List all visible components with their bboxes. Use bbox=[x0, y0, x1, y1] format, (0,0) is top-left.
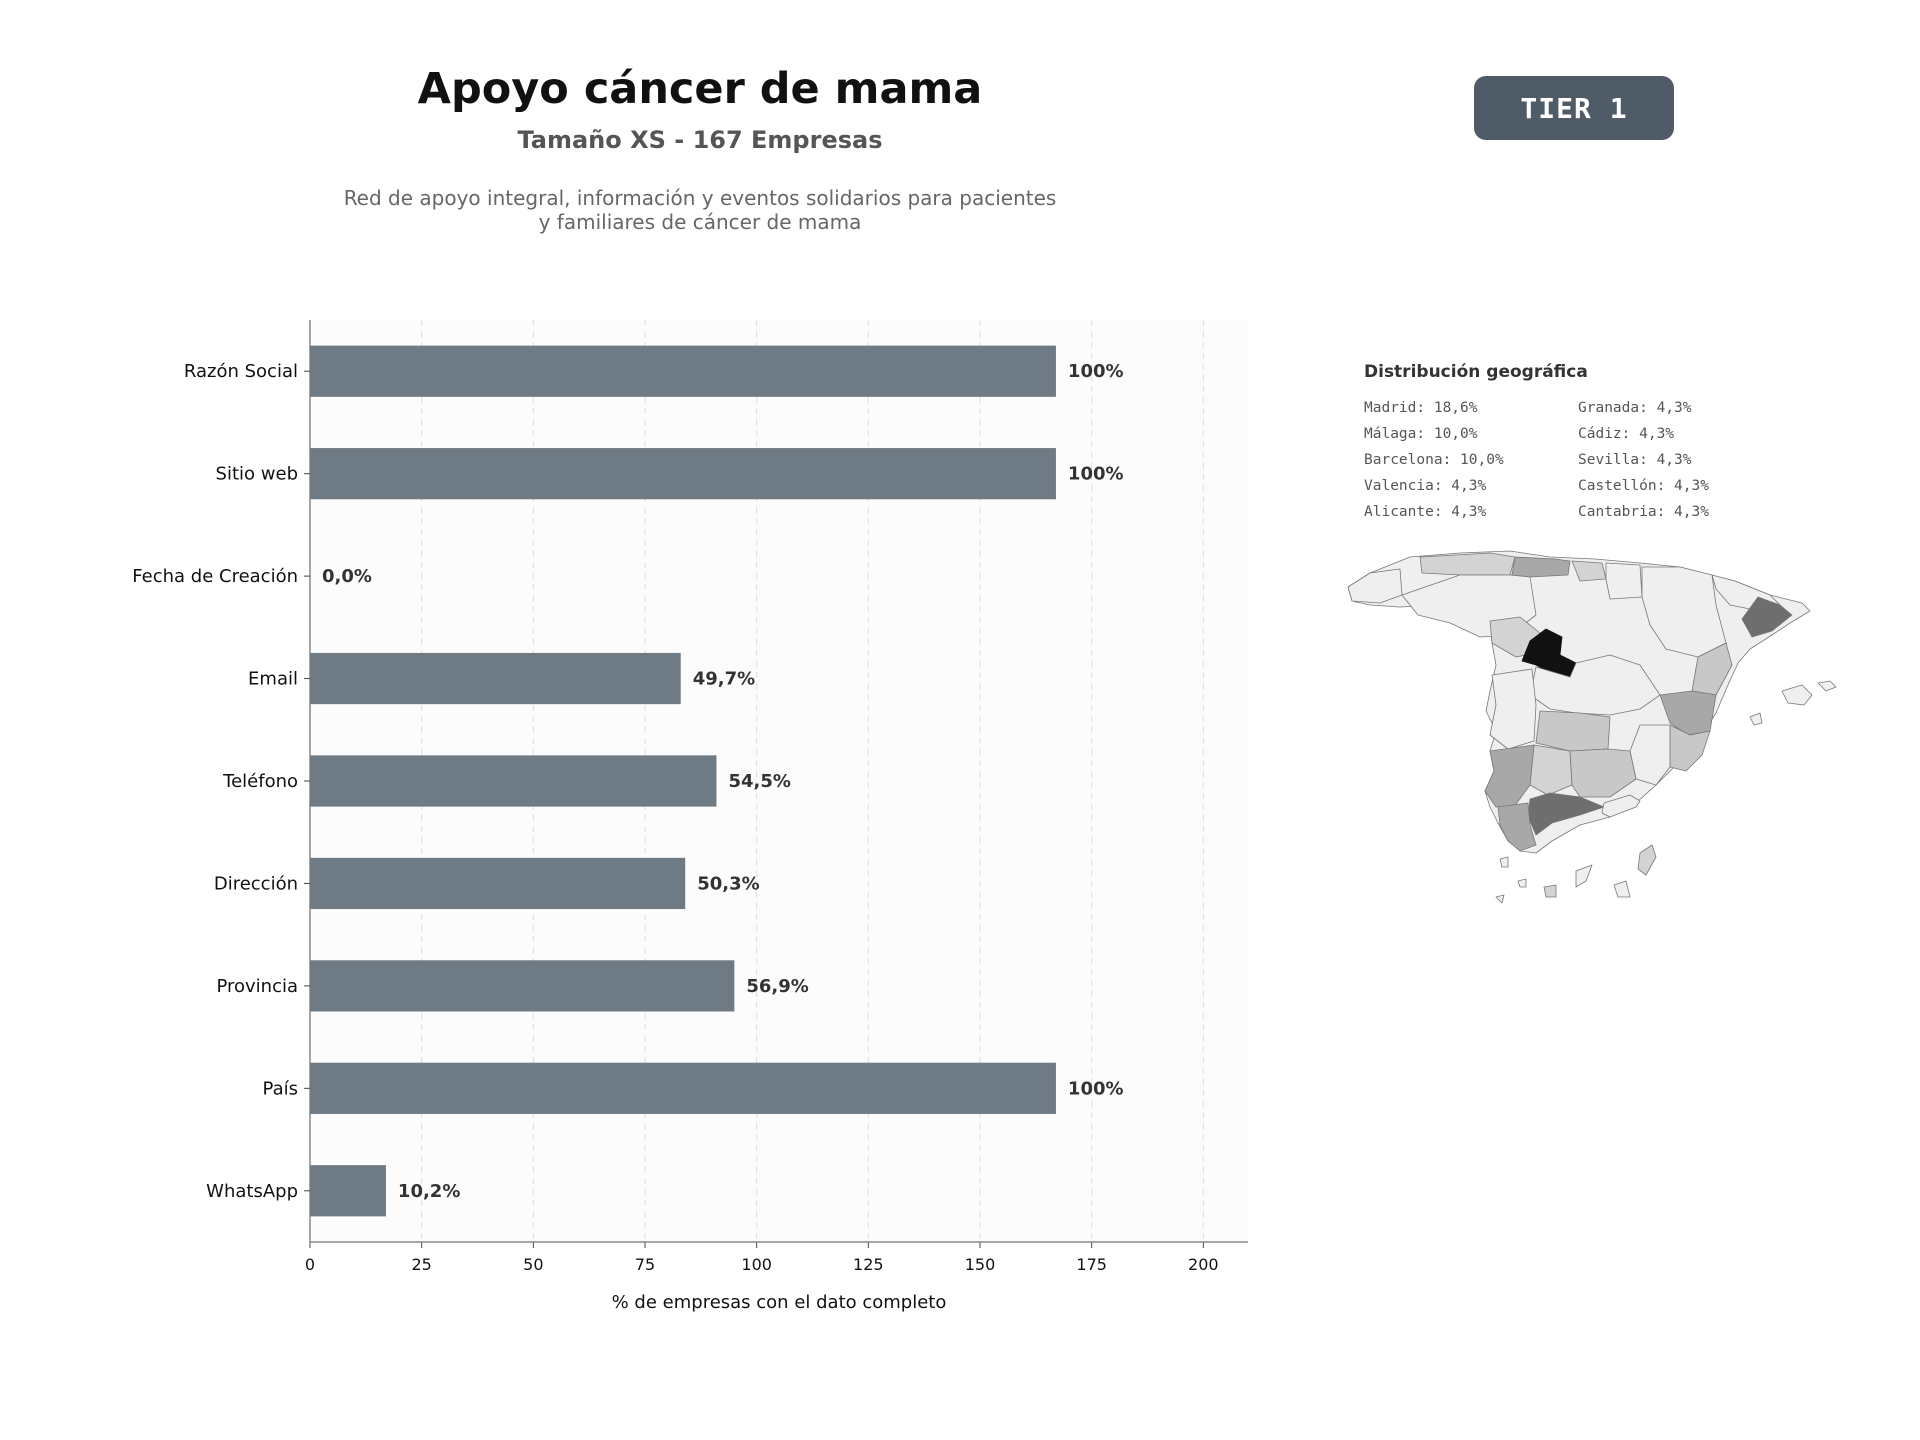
map-island bbox=[1575, 864, 1593, 888]
map-region bbox=[1347, 568, 1403, 604]
map-region bbox=[1419, 552, 1516, 576]
geo-item: Barcelona: 10,0% bbox=[1364, 452, 1504, 468]
y-tick-label: Dirección bbox=[214, 873, 298, 894]
map-region bbox=[1497, 802, 1537, 852]
geo-item: Castellón: 4,3% bbox=[1578, 478, 1709, 494]
x-tick-label: 125 bbox=[853, 1255, 884, 1274]
y-tick-label: Provincia bbox=[216, 976, 298, 997]
x-tick-label: 175 bbox=[1076, 1255, 1107, 1274]
map-region bbox=[1569, 748, 1637, 798]
description-line-2: y familiares de cáncer de mama bbox=[538, 210, 862, 234]
page-description: Red de apoyo integral, información y eve… bbox=[320, 186, 1080, 234]
y-tick-label: Teléfono bbox=[222, 771, 298, 792]
bar bbox=[310, 857, 686, 910]
bar bbox=[310, 1165, 386, 1217]
geo-distribution-title: Distribución geográfica bbox=[1364, 362, 1588, 382]
spain-map bbox=[1347, 550, 1837, 904]
map-region bbox=[1605, 562, 1643, 600]
y-tick-label: Email bbox=[248, 669, 298, 690]
map-region bbox=[1601, 794, 1641, 818]
map-island bbox=[1517, 878, 1527, 888]
geo-item: Sevilla: 4,3% bbox=[1578, 452, 1692, 468]
y-tick-label: Fecha de Creación bbox=[132, 566, 298, 587]
y-tick-label: Sitio web bbox=[216, 464, 298, 485]
page-title: Apoyo cáncer de mama bbox=[417, 64, 983, 114]
x-tick-label: 150 bbox=[965, 1255, 996, 1274]
map-region bbox=[1489, 668, 1537, 750]
x-tick-label: 25 bbox=[411, 1255, 431, 1274]
geo-item: Granada: 4,3% bbox=[1578, 400, 1692, 416]
geo-item: Cádiz: 4,3% bbox=[1578, 426, 1675, 442]
geo-distribution-list: Madrid: 18,6% Granada: 4,3% Málaga: 10,0… bbox=[1364, 398, 1794, 522]
bar-chart: 0 25 50 75 100 125 150 175 200 Razón Social 100% Si… bbox=[132, 320, 1248, 1313]
bar-data-label: 10,2% bbox=[398, 1181, 460, 1202]
x-axis-label: % de empresas con el dato completo bbox=[612, 1292, 947, 1313]
bar-data-label: 0,0% bbox=[322, 566, 372, 587]
map-region bbox=[1691, 642, 1733, 696]
map-region bbox=[1511, 556, 1571, 578]
map-region bbox=[1527, 792, 1605, 836]
bar bbox=[310, 960, 735, 1012]
x-tick-label: 100 bbox=[741, 1255, 772, 1274]
y-tick-label: WhatsApp bbox=[206, 1181, 298, 1202]
x-tick-label: 50 bbox=[523, 1255, 543, 1274]
bar-data-label: 50,3% bbox=[697, 873, 759, 894]
map-region bbox=[1535, 710, 1611, 752]
map-island bbox=[1543, 884, 1557, 898]
map-island bbox=[1817, 680, 1837, 692]
map-region bbox=[1529, 654, 1661, 716]
bar-data-label: 49,7% bbox=[693, 669, 755, 690]
x-tick-label: 200 bbox=[1188, 1255, 1219, 1274]
page-subtitle: Tamaño XS - 167 Empresas bbox=[517, 126, 883, 154]
tier-badge: TIER 1 bbox=[1474, 76, 1674, 140]
bar-data-label: 100% bbox=[1068, 464, 1124, 485]
bar bbox=[310, 448, 1056, 500]
bar-data-label: 100% bbox=[1068, 1078, 1124, 1099]
x-tick-label: 0 bbox=[305, 1255, 315, 1274]
geo-item: Alicante: 4,3% bbox=[1364, 504, 1487, 520]
bar-data-label: 56,9% bbox=[746, 976, 808, 997]
x-tick-label: 75 bbox=[635, 1255, 655, 1274]
map-island bbox=[1613, 880, 1631, 898]
bar bbox=[310, 1062, 1056, 1114]
map-region bbox=[1741, 596, 1793, 638]
bar bbox=[310, 755, 717, 807]
geo-item: Madrid: 18,6% bbox=[1364, 400, 1478, 416]
map-island bbox=[1637, 844, 1657, 876]
bar bbox=[310, 652, 681, 705]
bar bbox=[310, 345, 1056, 397]
geo-item: Cantabria: 4,3% bbox=[1578, 504, 1709, 520]
map-island bbox=[1495, 894, 1505, 904]
map-island bbox=[1781, 684, 1813, 706]
bar-data-label: 100% bbox=[1068, 361, 1124, 382]
bar-data-label: 54,5% bbox=[728, 771, 790, 792]
map-island bbox=[1499, 856, 1509, 868]
geo-item: Valencia: 4,3% bbox=[1364, 478, 1487, 494]
map-island bbox=[1749, 712, 1763, 726]
map-region bbox=[1529, 744, 1573, 796]
y-tick-label: Razón Social bbox=[184, 361, 298, 382]
y-tick-label: País bbox=[263, 1078, 298, 1099]
geo-item: Málaga: 10,0% bbox=[1364, 426, 1478, 442]
description-line-1: Red de apoyo integral, información y eve… bbox=[343, 186, 1057, 210]
